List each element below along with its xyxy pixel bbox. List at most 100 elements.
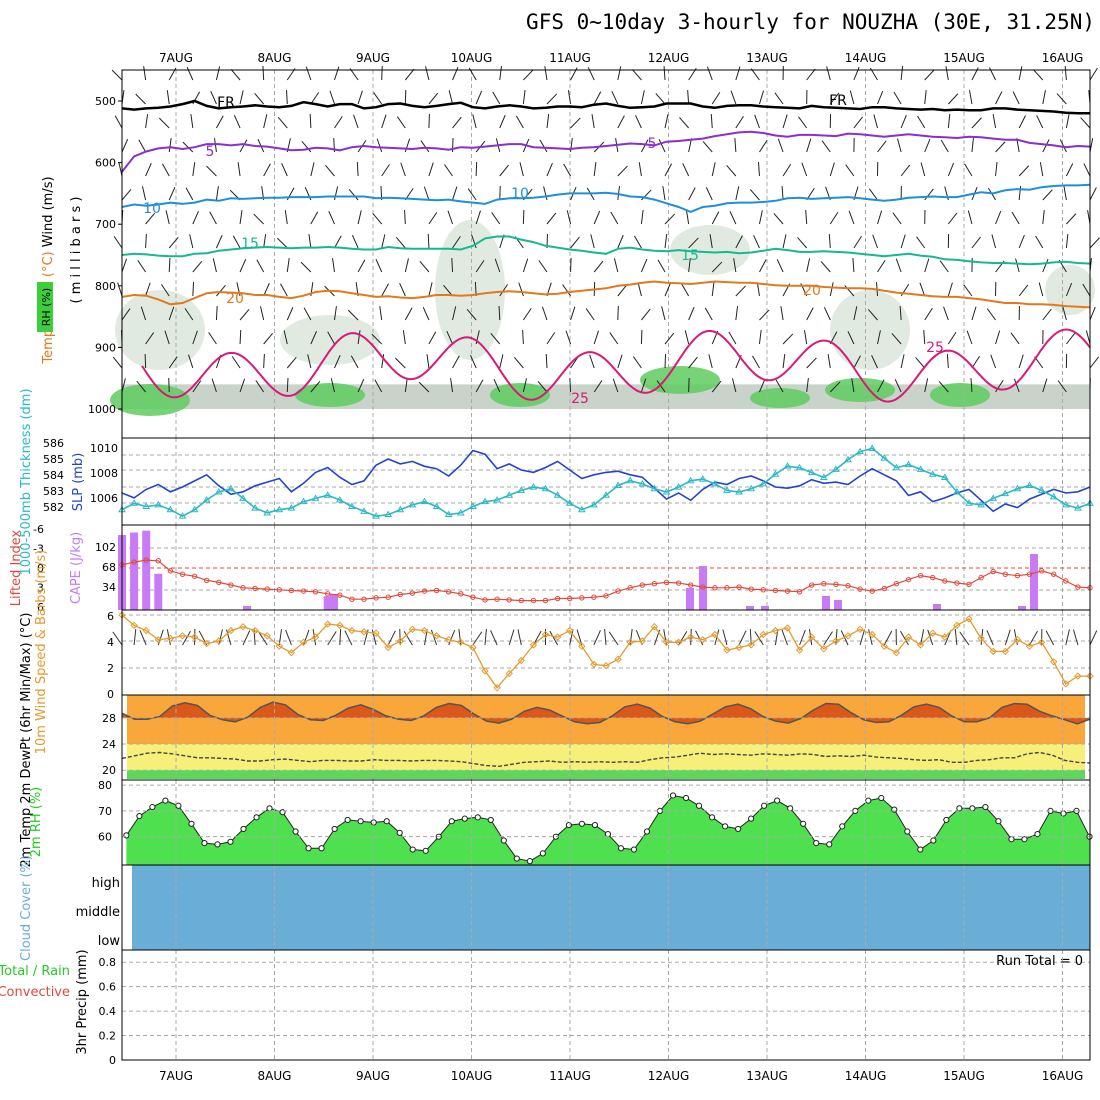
- wind-barb: [1018, 354, 1024, 369]
- wind-barb: [1089, 187, 1097, 201]
- rh-tick: 80: [98, 779, 112, 792]
- wind-barb: [427, 233, 430, 249]
- wind-speed-marker: [553, 633, 562, 641]
- wind-barb: [263, 332, 274, 345]
- wind-barb: [609, 332, 619, 345]
- wind-speed-marker: [880, 642, 889, 650]
- lifted-index-marker: [446, 589, 452, 595]
- lifted-index-marker: [663, 579, 670, 586]
- wind-speed-marker: [505, 669, 513, 678]
- rh-marker: [201, 840, 208, 847]
- thickness-marker: [469, 502, 477, 509]
- lifted-index-marker: [591, 594, 597, 600]
- wind-speed-marker: [481, 667, 489, 675]
- wind-barb: [943, 306, 949, 321]
- thickness-marker: [348, 502, 356, 509]
- wind-barb: [946, 353, 949, 369]
- slp-tick: 1008: [90, 467, 118, 480]
- wind-barb: [758, 90, 765, 105]
- wind-speed-marker: [699, 635, 707, 644]
- lifted-index-marker: [228, 582, 234, 588]
- wind-barb: [938, 381, 949, 393]
- rh-marker: [943, 816, 950, 824]
- rh-shade-moist: [825, 378, 895, 402]
- date-label-bottom: 9AUG: [356, 1069, 390, 1083]
- thickness-marker: [372, 512, 380, 519]
- wind-speed-marker: [1037, 638, 1046, 647]
- wind-speed-marker: [844, 632, 852, 640]
- wind-barb: [939, 260, 949, 273]
- wind-barb: [121, 139, 129, 153]
- wind-barb-10m: [508, 629, 515, 646]
- wind-barb: [253, 213, 265, 225]
- wind-barb: [215, 66, 221, 81]
- date-label-bottom: 13AUG: [746, 1069, 788, 1083]
- lifted-index-marker: [833, 581, 839, 588]
- wind-barb-10m: [678, 631, 688, 646]
- wind-barb: [423, 186, 430, 201]
- wind-barb-10m: [285, 629, 292, 646]
- wind-barb: [350, 355, 359, 369]
- wind-barb: [1018, 165, 1030, 177]
- rh-ylabel: RH (%): [40, 288, 53, 326]
- wind-barb: [168, 236, 179, 249]
- wind-barb-10m: [954, 629, 958, 646]
- wind-barb: [450, 378, 454, 393]
- rh-marker: [1060, 810, 1067, 817]
- wind-speed-marker: [1001, 647, 1010, 656]
- wind-speed-marker: [614, 655, 622, 663]
- lifted-index-marker: [1051, 571, 1057, 577]
- wind-barb: [847, 331, 855, 345]
- wind-speed-marker: [348, 626, 356, 635]
- wind-speed-line: [121, 614, 1090, 689]
- wind-barb: [420, 140, 430, 153]
- wind-barb: [351, 235, 359, 249]
- lifted-index-marker: [627, 585, 633, 591]
- cape-bar: [699, 566, 707, 610]
- date-label-top: 16AUG: [1042, 51, 1084, 65]
- cape-bar: [154, 573, 163, 610]
- wind-barb: [1013, 378, 1020, 393]
- lifted-index-marker: [264, 586, 270, 592]
- wind-barb: [121, 188, 132, 201]
- wind-barb: [613, 258, 619, 273]
- cloud-ylabel: Cloud Cover (%): [19, 855, 34, 961]
- wind-barb: [877, 379, 885, 393]
- wind-barb: [121, 378, 126, 393]
- wind-barb: [215, 235, 223, 249]
- rh-shade-surface: [122, 384, 1090, 409]
- wind-barb: [829, 282, 834, 297]
- cape-bar: [686, 588, 694, 610]
- thickness-marker: [662, 488, 671, 495]
- wind-speed-marker: [638, 637, 647, 645]
- thickness-marker: [795, 463, 804, 471]
- lifted-index-marker: [990, 568, 996, 575]
- wind-barb: [845, 164, 855, 177]
- wind-barb: [971, 355, 980, 369]
- wind-barb: [826, 66, 831, 81]
- wind-barb: [138, 139, 147, 153]
- thickness-marker: [323, 491, 332, 498]
- rh-marker: [292, 828, 299, 835]
- cape-bar: [243, 606, 251, 610]
- wind-barb-10m: [448, 629, 456, 646]
- wind-barb: [635, 115, 642, 129]
- rh-marker: [1034, 830, 1041, 838]
- wind-barb: [216, 284, 226, 297]
- lifted-index-marker: [143, 557, 149, 563]
- wind-barb: [168, 257, 171, 273]
- wind-barb: [254, 92, 265, 105]
- thickness-marker: [287, 504, 296, 511]
- wind-barb: [375, 259, 383, 273]
- wind-barb: [523, 69, 534, 81]
- wind-barb: [332, 258, 335, 273]
- wind-barb: [708, 354, 713, 369]
- wind-barb: [828, 233, 831, 249]
- thickness-marker: [723, 486, 731, 493]
- wind-barb: [239, 210, 243, 225]
- series-slp: [121, 449, 1091, 513]
- wind-barb: [310, 162, 315, 177]
- thickness-marker: [275, 505, 284, 513]
- wind-barb: [782, 114, 788, 129]
- cape-ylabel-text: CAPE (J/kg): [69, 532, 84, 604]
